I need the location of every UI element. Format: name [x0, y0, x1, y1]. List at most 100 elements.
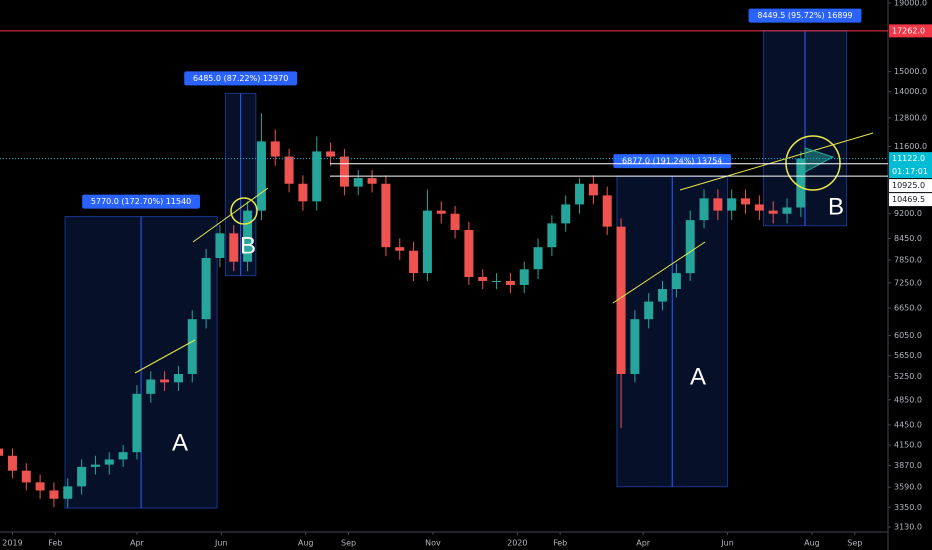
price-label: 17262.0 [892, 26, 925, 35]
x-tick-label: Apr [636, 539, 651, 548]
candle-body [7, 455, 17, 471]
candle-body [768, 210, 778, 214]
wave-letter: B [240, 232, 256, 259]
y-tick-label: 3870.0 [894, 461, 922, 470]
candle-body [187, 319, 197, 374]
candle-body [492, 280, 502, 282]
x-tick-label: Nov [425, 539, 441, 548]
candle-body [173, 373, 183, 383]
candle-body [381, 183, 391, 248]
candle-body [0, 448, 4, 456]
price-label: 11122.0 [892, 154, 925, 163]
y-tick-label: 14000.0 [894, 87, 927, 96]
candle-body [436, 210, 446, 214]
x-tick-label: Aug [804, 539, 820, 548]
x-tick-label: Jun [720, 539, 734, 548]
candle-body [547, 223, 557, 248]
candle-body [21, 470, 31, 483]
x-tick-label: Sep [341, 539, 356, 548]
trend-line [679, 132, 874, 191]
measure-label-bg [82, 194, 200, 209]
y-tick-label: 4150.0 [894, 441, 922, 450]
y-tick-label: 15000.0 [894, 67, 927, 76]
candle-body [422, 210, 432, 274]
y-tick-label: 12800.0 [894, 113, 927, 122]
candle-body [312, 151, 322, 202]
y-tick-label: 4450.0 [894, 420, 922, 429]
candle-body [256, 141, 266, 211]
trend-line [612, 241, 706, 304]
y-tick-label: 7850.0 [894, 255, 922, 264]
candle-body [284, 156, 294, 184]
candle-body [782, 207, 792, 214]
y-tick-label: 3590.0 [894, 483, 922, 492]
candle-body [505, 280, 515, 285]
price-label: 10925.0 [892, 181, 925, 190]
candle-body [727, 198, 737, 211]
price-label-bg [889, 179, 932, 193]
y-tick-label: 5650.0 [894, 351, 922, 360]
trend-line [134, 339, 196, 374]
x-tick-label: Jun [214, 539, 228, 548]
price-label: 10469.5 [892, 195, 925, 204]
y-tick-label: 5250.0 [894, 372, 922, 381]
candle-body [630, 319, 640, 374]
candle-body [713, 198, 723, 211]
x-tick-label: Aug [298, 539, 314, 548]
trend-line [192, 187, 269, 243]
candle-body [754, 204, 764, 211]
candle-body [353, 178, 363, 187]
y-tick-label: 4850.0 [894, 395, 922, 404]
candle-body [588, 183, 598, 196]
triangle-pattern [804, 147, 835, 173]
candle-body [464, 229, 474, 278]
candle-body [49, 490, 59, 499]
x-tick-label: Feb [48, 539, 62, 548]
candle-body [519, 269, 529, 285]
candle-body [201, 258, 211, 320]
candle-body [575, 183, 585, 205]
y-tick-label: 3130.0 [894, 523, 922, 532]
x-tick-label: Feb [553, 539, 567, 548]
candle-body [699, 198, 709, 221]
candle-body [298, 183, 308, 202]
x-tick-label: 2020 [507, 539, 527, 548]
y-tick-label: 19000.0 [894, 0, 927, 7]
price-label-bg [889, 152, 932, 179]
measure-label: 8449.5 (95.72%) 16899 [757, 11, 852, 20]
x-tick-label: Apr [130, 539, 145, 548]
highlight-circle [785, 135, 841, 191]
candle-body [77, 466, 87, 487]
y-tick-label: 6050.0 [894, 331, 922, 340]
candle-body [533, 247, 543, 270]
candle-body [616, 226, 626, 374]
y-tick-label: 8450.0 [894, 234, 922, 243]
measure-label-bg [748, 8, 862, 23]
candle-body [90, 464, 100, 467]
y-tick-label: 7250.0 [894, 278, 922, 287]
candle-body [602, 195, 612, 227]
candle-body [146, 379, 156, 394]
candle-body [339, 156, 349, 187]
candle-body [395, 247, 405, 251]
drawings: A B A B [134, 132, 874, 456]
candle-body [132, 393, 142, 453]
wave-letter: B [828, 193, 844, 220]
candle-body [160, 379, 170, 383]
candle-body [409, 250, 419, 274]
candle-body [685, 220, 695, 274]
candle-body [270, 141, 280, 157]
measure-label: 5770.0 (172.70%) 11540 [91, 197, 191, 206]
y-tick-label: 3350.0 [894, 503, 922, 512]
highlight-circle [230, 197, 258, 225]
candle-body [326, 151, 336, 157]
candle-body [35, 482, 45, 491]
candle-body [561, 204, 571, 224]
y-tick-label: 11600.0 [894, 142, 927, 151]
y-tick-label: 6650.0 [894, 304, 922, 313]
candle-body [63, 486, 73, 499]
candle-body [644, 301, 654, 320]
countdown: 01:17:01 [892, 167, 928, 176]
